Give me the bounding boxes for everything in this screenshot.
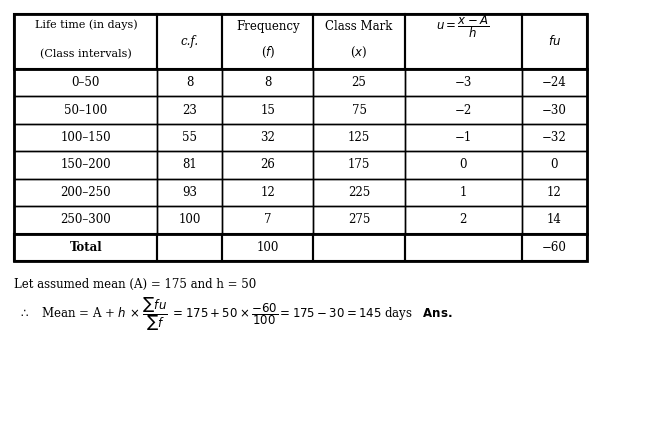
Bar: [14, 14, 586, 261]
Bar: [313, 234, 404, 261]
Bar: [14, 151, 157, 179]
Bar: [313, 69, 404, 96]
Bar: [157, 69, 223, 96]
Text: 7: 7: [264, 213, 272, 227]
Bar: [223, 151, 313, 179]
Text: 14: 14: [547, 213, 562, 227]
Bar: [404, 234, 522, 261]
Text: 8: 8: [186, 76, 194, 89]
Text: 100: 100: [257, 241, 279, 254]
Text: ($x$): ($x$): [351, 45, 368, 60]
Text: Frequency: Frequency: [236, 20, 300, 33]
Text: 81: 81: [183, 159, 197, 172]
Bar: [522, 14, 586, 69]
Bar: [313, 206, 404, 234]
Bar: [404, 14, 522, 69]
Bar: [522, 69, 586, 96]
Text: −3: −3: [454, 76, 471, 89]
Text: 12: 12: [261, 186, 276, 199]
Bar: [313, 96, 404, 124]
Bar: [313, 179, 404, 206]
Text: 1: 1: [459, 186, 467, 199]
Text: $\therefore$   Mean = A + $h$ $\times$ $\dfrac{\sum fu}{\sum f}$ $= 175 + 50 \ti: $\therefore$ Mean = A + $h$ $\times$ $\d…: [18, 295, 453, 333]
Text: 125: 125: [348, 131, 370, 144]
Text: 150–200: 150–200: [61, 159, 111, 172]
Bar: [404, 69, 522, 96]
Bar: [14, 69, 157, 96]
Text: −24: −24: [542, 76, 566, 89]
Bar: [313, 151, 404, 179]
Text: 55: 55: [182, 131, 197, 144]
Bar: [223, 96, 313, 124]
Text: 15: 15: [261, 104, 276, 116]
Bar: [404, 124, 522, 151]
Text: 75: 75: [351, 104, 366, 116]
Text: 0–50: 0–50: [72, 76, 100, 89]
Text: 250–300: 250–300: [61, 213, 111, 227]
Text: −30: −30: [541, 104, 567, 116]
Text: $fu$: $fu$: [548, 34, 561, 48]
Bar: [14, 124, 157, 151]
Bar: [223, 234, 313, 261]
Bar: [157, 14, 223, 69]
Text: Life time (in days): Life time (in days): [35, 19, 137, 30]
Bar: [223, 179, 313, 206]
Bar: [223, 124, 313, 151]
Bar: [404, 96, 522, 124]
Text: 2: 2: [459, 213, 467, 227]
Text: Class Mark: Class Mark: [325, 20, 392, 33]
Text: 26: 26: [261, 159, 276, 172]
Bar: [14, 234, 157, 261]
Bar: [522, 124, 586, 151]
Text: (Class intervals): (Class intervals): [40, 49, 132, 60]
Text: 93: 93: [182, 186, 197, 199]
Text: $u = \dfrac{x - A}{h}$: $u = \dfrac{x - A}{h}$: [436, 13, 490, 40]
Text: 50–100: 50–100: [64, 104, 108, 116]
Text: 225: 225: [348, 186, 370, 199]
Bar: [157, 124, 223, 151]
Bar: [223, 69, 313, 96]
Bar: [223, 14, 313, 69]
Bar: [14, 179, 157, 206]
Text: c.f.: c.f.: [181, 35, 199, 48]
Text: 100–150: 100–150: [61, 131, 111, 144]
Bar: [522, 96, 586, 124]
Bar: [157, 151, 223, 179]
Bar: [14, 14, 157, 69]
Bar: [157, 206, 223, 234]
Text: 0: 0: [459, 159, 467, 172]
Text: 200–250: 200–250: [61, 186, 111, 199]
Bar: [313, 124, 404, 151]
Bar: [522, 179, 586, 206]
Text: ($f$): ($f$): [261, 45, 275, 60]
Text: 32: 32: [261, 131, 276, 144]
Text: 8: 8: [264, 76, 272, 89]
Text: Total: Total: [70, 241, 103, 254]
Bar: [404, 206, 522, 234]
Bar: [522, 234, 586, 261]
Text: 175: 175: [348, 159, 370, 172]
Text: −1: −1: [454, 131, 471, 144]
Bar: [157, 179, 223, 206]
Bar: [404, 151, 522, 179]
Text: 100: 100: [179, 213, 201, 227]
Text: −60: −60: [541, 241, 567, 254]
Bar: [14, 206, 157, 234]
Bar: [14, 96, 157, 124]
Bar: [522, 206, 586, 234]
Text: Let assumed mean (A) = 175 and h = 50: Let assumed mean (A) = 175 and h = 50: [14, 278, 257, 291]
Bar: [223, 206, 313, 234]
Text: 12: 12: [547, 186, 562, 199]
Bar: [157, 96, 223, 124]
Text: 23: 23: [183, 104, 197, 116]
Text: −32: −32: [542, 131, 566, 144]
Text: 0: 0: [550, 159, 558, 172]
Text: 25: 25: [351, 76, 366, 89]
Text: −2: −2: [454, 104, 471, 116]
Bar: [157, 234, 223, 261]
Bar: [313, 14, 404, 69]
Bar: [522, 151, 586, 179]
Bar: [404, 179, 522, 206]
Text: 275: 275: [348, 213, 370, 227]
